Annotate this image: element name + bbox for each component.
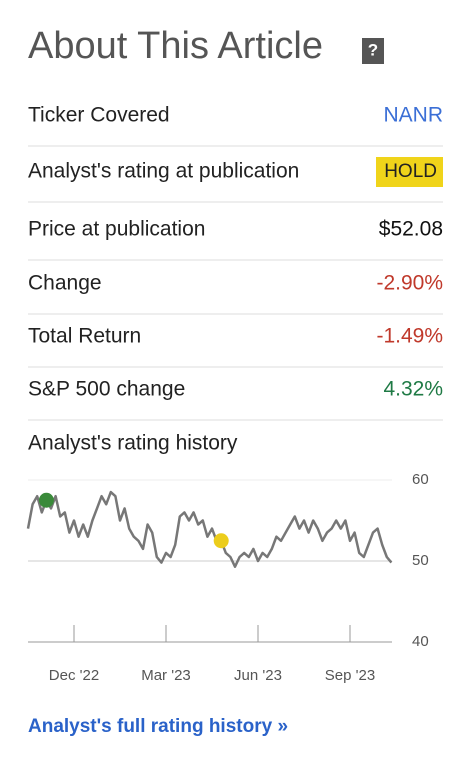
row-label: Total Return <box>28 325 141 348</box>
row-value: NANR <box>383 104 443 127</box>
rating-point <box>213 533 229 549</box>
row-value: 4.32% <box>383 378 443 401</box>
row-value: -1.49% <box>376 325 443 348</box>
row-value: HOLD <box>384 161 437 182</box>
y-tick-label: 60 <box>412 471 429 488</box>
x-tick-label: Sep '23 <box>325 667 375 684</box>
row-label: Price at publication <box>28 218 205 241</box>
row-label: Analyst's rating at publication <box>28 160 299 183</box>
help-icon-text[interactable]: ? <box>368 40 378 59</box>
rating-badge <box>376 157 443 187</box>
row-label: Change <box>28 272 102 295</box>
title: About This Article <box>28 25 323 67</box>
x-tick-label: Mar '23 <box>141 667 191 684</box>
y-tick-label: 50 <box>412 552 429 569</box>
chart-title: Analyst's rating history <box>28 432 238 455</box>
y-tick-label: 40 <box>412 633 429 650</box>
rating-history-link[interactable]: Analyst's full rating history » <box>28 716 288 737</box>
row-value: -2.90% <box>376 272 443 295</box>
x-tick-label: Jun '23 <box>234 667 282 684</box>
x-tick-label: Dec '22 <box>49 667 99 684</box>
row-value: $52.08 <box>379 218 443 241</box>
row-label: S&P 500 change <box>28 378 185 401</box>
row-label: Ticker Covered <box>28 104 170 127</box>
price-line <box>26 490 393 568</box>
help-icon[interactable] <box>362 38 384 64</box>
rating-point <box>38 492 54 508</box>
